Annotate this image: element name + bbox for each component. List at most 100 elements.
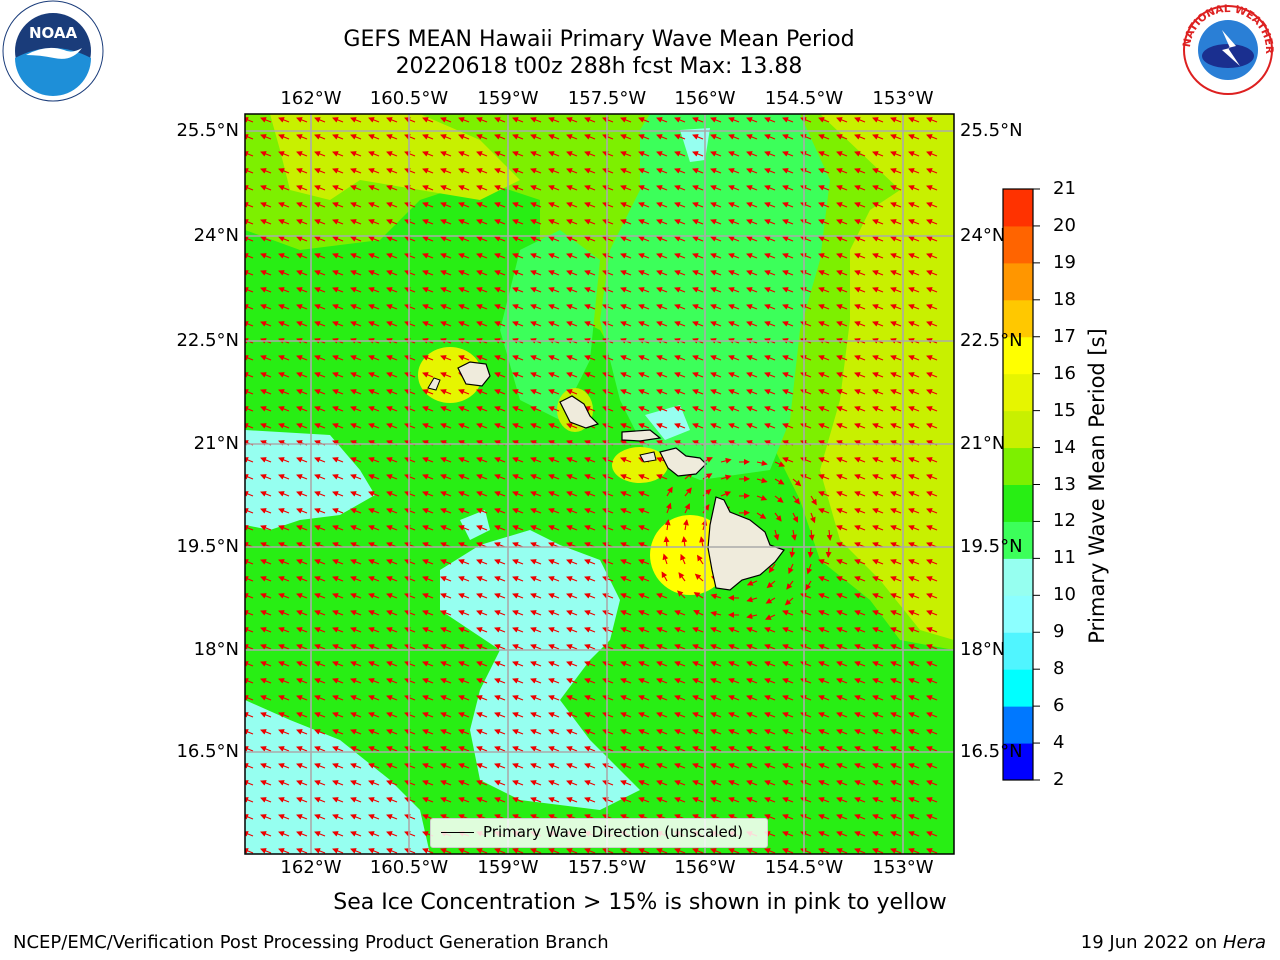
wave-arrow (314, 236, 326, 242)
wave-arrow (476, 219, 488, 225)
wave-arrow (908, 168, 920, 174)
wave-arrow (548, 236, 560, 242)
wave-arrow (350, 287, 362, 293)
wave-arrow (800, 202, 812, 208)
wave-arrow (584, 168, 596, 174)
wave-arrow (656, 236, 668, 242)
wave-arrow (314, 372, 326, 378)
wave-arrow (854, 389, 866, 395)
wave-arrow (368, 372, 380, 378)
wave-arrow (692, 304, 704, 310)
wave-arrow (494, 389, 506, 395)
wave-arrow (422, 406, 434, 412)
wave-arrow (386, 236, 398, 242)
wave-arrow (476, 389, 488, 395)
wave-arrow (710, 287, 722, 293)
wave-arrow (350, 202, 362, 208)
wave-arrow (350, 304, 362, 310)
wave-arrow (656, 219, 668, 225)
wave-arrow (602, 202, 614, 208)
wave-arrow (314, 202, 326, 208)
wave-arrow (872, 372, 884, 378)
wave-arrow (296, 372, 308, 378)
colorbar-tick-label: 15 (1053, 399, 1076, 421)
wave-arrow (548, 304, 560, 310)
colorbar-segment (1003, 669, 1033, 707)
wave-arrow (926, 202, 938, 208)
wave-arrow (674, 389, 686, 395)
wave-arrow (602, 304, 614, 310)
wave-arrow (278, 134, 290, 140)
wave-arrow (710, 117, 722, 123)
wave-arrow (530, 117, 542, 123)
wave-arrow (440, 168, 452, 174)
wave-arrow (314, 134, 326, 140)
wave-arrow (728, 389, 740, 395)
wave-arrow (422, 117, 434, 123)
wave-arrow (548, 185, 560, 191)
lon-tick-top: 159°W (477, 88, 539, 109)
wave-arrow (872, 236, 884, 242)
wave-arrow (548, 372, 560, 378)
wave-arrow (728, 270, 740, 276)
wave-arrow (656, 202, 668, 208)
wave-arrow (260, 202, 272, 208)
wave-arrow (260, 134, 272, 140)
wave-arrow (404, 134, 416, 140)
wave-arrow (825, 546, 832, 558)
wave-arrow (638, 185, 650, 191)
wave-arrow (530, 389, 542, 395)
wave-arrow (638, 168, 650, 174)
wave-arrow (818, 219, 830, 225)
wave-arrow (314, 185, 326, 191)
wave-arrow (566, 253, 578, 259)
wave-arrow (818, 185, 830, 191)
wave-arrow (818, 287, 830, 293)
wave-arrow (458, 253, 470, 259)
wave-arrow (728, 287, 740, 293)
wave-arrow (602, 321, 614, 327)
wave-arrow (926, 151, 938, 157)
wave-arrow (440, 253, 452, 259)
wave-arrow (836, 287, 848, 293)
wave-arrow (782, 372, 794, 378)
wave-arrow (404, 219, 416, 225)
wave-arrow (836, 355, 848, 361)
wave-arrow (458, 134, 470, 140)
wave-arrow (368, 270, 380, 276)
wave-arrow (332, 185, 344, 191)
wave-arrow (656, 304, 668, 310)
wave-arrow (926, 117, 938, 123)
wave-arrow (602, 151, 614, 157)
field-9-10-south (440, 530, 640, 810)
wave-arrow (692, 355, 704, 361)
wave-arrow (638, 219, 650, 225)
wave-arrow (404, 236, 416, 242)
wave-arrow (368, 355, 380, 361)
wave-arrow (422, 134, 434, 140)
wave-arrow (386, 423, 398, 429)
wave-arrow (476, 134, 488, 140)
wave-arrow (872, 423, 884, 429)
wave-arrow (710, 321, 722, 327)
wave-arrow (674, 185, 686, 191)
wave-arrow (890, 304, 902, 310)
wave-arrow (422, 355, 434, 361)
wave-arrow (872, 168, 884, 174)
wave-arrow (746, 321, 758, 327)
wave-arrow (782, 355, 794, 361)
wave-arrow (800, 185, 812, 191)
wave-arrow (800, 219, 812, 225)
wave-arrow (494, 423, 506, 429)
wave-arrow (926, 185, 938, 191)
wave-arrow (728, 321, 740, 327)
wave-arrow (512, 321, 524, 327)
wave-arrow (818, 423, 830, 429)
wave-arrow (422, 372, 434, 378)
wave-arrow (602, 355, 614, 361)
wave-arrow (800, 287, 812, 293)
wave-arrow (710, 389, 722, 395)
wave-arrow (476, 151, 488, 157)
wave-arrow (245, 270, 254, 276)
wave-arrow (656, 253, 668, 259)
